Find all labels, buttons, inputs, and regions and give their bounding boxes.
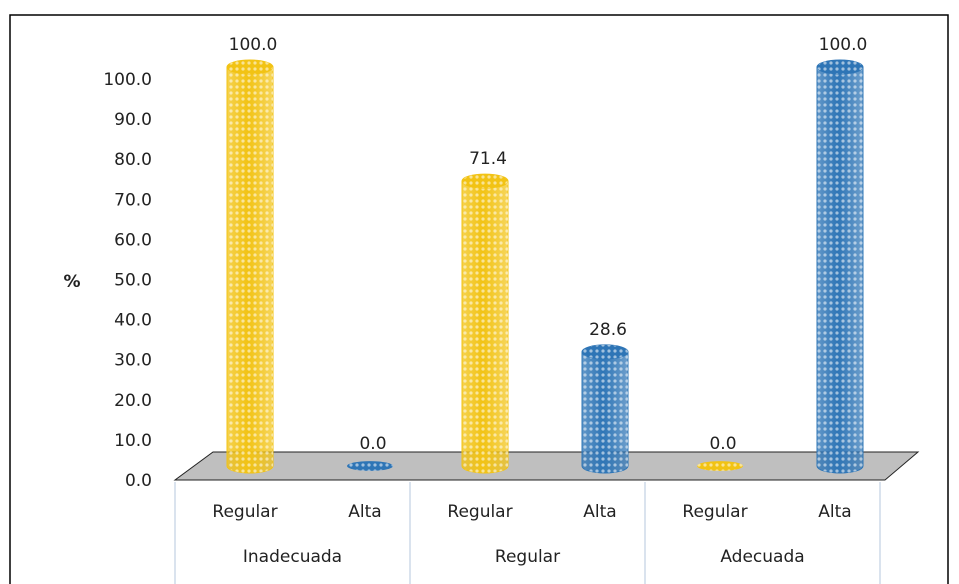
- data-label: 100.0: [819, 35, 868, 55]
- bar-top-texture: [227, 60, 273, 74]
- y-tick-label: 10.0: [114, 431, 152, 451]
- bar-texture: [347, 461, 393, 471]
- y-tick-label: 30.0: [114, 351, 152, 371]
- data-label: 100.0: [229, 35, 278, 55]
- bar-texture: [582, 351, 628, 473]
- category-axis: [174, 482, 881, 584]
- x-tick-label: Regular: [447, 502, 512, 522]
- bar-texture: [817, 67, 863, 473]
- floor: [173, 451, 920, 481]
- group-label: Adecuada: [720, 547, 804, 567]
- y-tick-label: 90.0: [114, 110, 152, 130]
- data-label: 28.6: [589, 320, 627, 340]
- y-tick-label: 100.0: [103, 70, 152, 90]
- group-label: Regular: [495, 547, 560, 567]
- y-tick-label: 50.0: [114, 271, 152, 291]
- y-tick-label: 40.0: [114, 311, 152, 331]
- y-tick-label: 70.0: [114, 190, 152, 210]
- x-tick-label: Alta: [583, 502, 616, 522]
- y-tick-label: 80.0: [114, 150, 152, 170]
- data-label: 0.0: [709, 434, 736, 454]
- y-tick-label: 20.0: [114, 391, 152, 411]
- x-tick-label: Alta: [818, 502, 851, 522]
- y-tick-label: 60.0: [114, 230, 152, 250]
- group-label: Inadecuada: [243, 547, 342, 567]
- x-tick-label: Alta: [348, 502, 381, 522]
- y-axis-label: %: [63, 272, 80, 292]
- bar-texture: [462, 181, 508, 473]
- bar-texture: [697, 461, 743, 471]
- bar-texture: [227, 67, 273, 473]
- x-tick-label: Regular: [682, 502, 747, 522]
- bar-top-texture: [582, 344, 628, 359]
- bar-top-texture: [817, 60, 863, 74]
- data-label: 71.4: [469, 149, 507, 169]
- x-tick-label: Regular: [212, 502, 277, 522]
- y-tick-label: 0.0: [125, 471, 152, 491]
- bar-top-texture: [462, 174, 508, 189]
- data-label: 0.0: [359, 434, 386, 454]
